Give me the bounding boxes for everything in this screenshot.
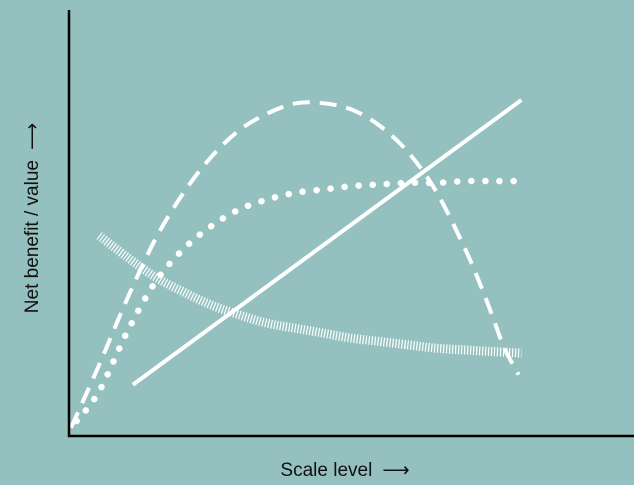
x-axis-label: Scale level [280, 460, 372, 481]
x-axis-title: Scale level ⟶ [280, 460, 409, 481]
series-line-solid [131, 98, 523, 387]
x-axis-arrow: ⟶ [382, 460, 409, 481]
y-axis-title: Net benefit / value ⟶ [22, 123, 43, 313]
y-axis-arrow: ⟶ [22, 123, 43, 150]
series-layer [69, 98, 525, 429]
series-line-dashed [69, 100, 521, 429]
series-line-hatched [96, 232, 522, 358]
series-line-dotted [73, 177, 525, 425]
y-axis-label: Net benefit / value [22, 160, 43, 313]
